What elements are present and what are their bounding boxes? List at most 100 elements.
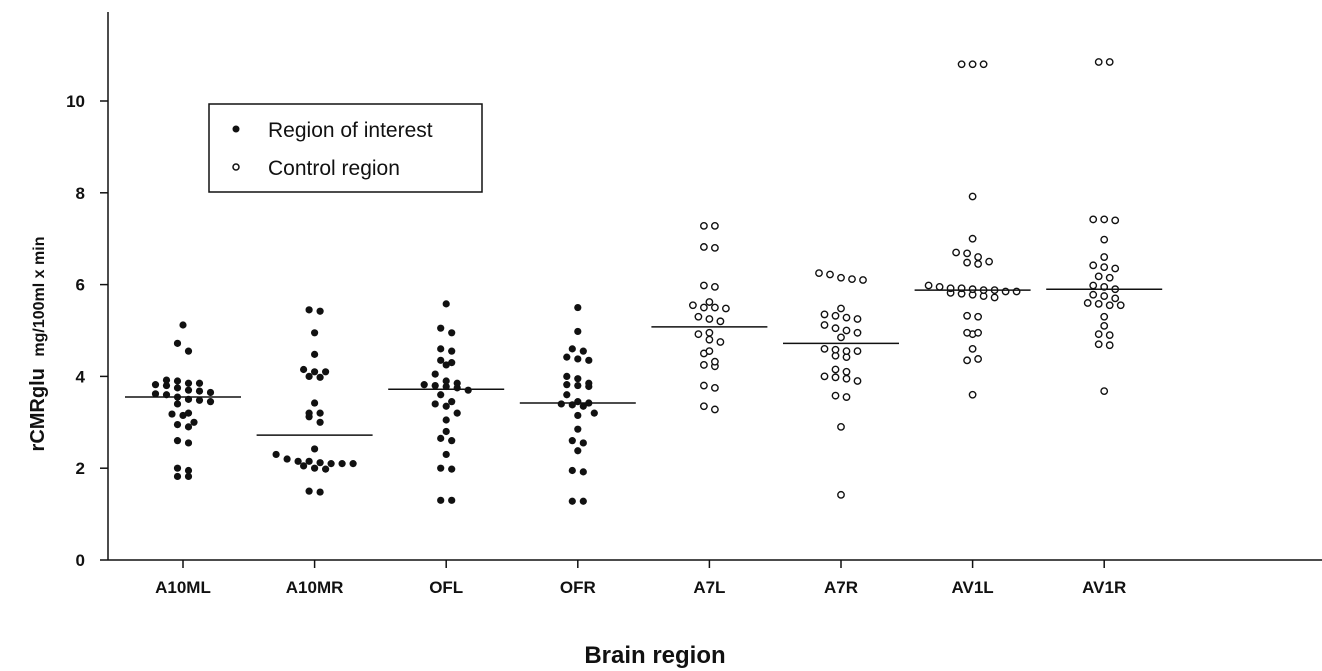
legend-box [208, 103, 483, 193]
data-point-filled [316, 373, 324, 381]
data-point-open [700, 381, 708, 390]
data-point-filled [190, 418, 198, 426]
data-marks [125, 58, 1163, 505]
data-point-open [968, 285, 977, 294]
data-point-open [722, 304, 730, 313]
data-point-filled [272, 450, 280, 459]
group-a7r [783, 269, 899, 499]
data-point-open [853, 328, 862, 337]
data-point-open [968, 234, 977, 243]
data-point-filled [437, 345, 445, 353]
data-point-open [924, 281, 933, 290]
data-point-filled [173, 437, 182, 445]
data-point-open [700, 361, 708, 369]
data-point-filled [437, 356, 445, 364]
data-point-filled [448, 347, 456, 355]
data-point-filled [574, 447, 582, 455]
data-point-filled [579, 439, 587, 447]
data-point-open [1100, 253, 1109, 261]
data-point-filled [563, 391, 571, 399]
data-point-open [853, 377, 862, 385]
data-point-open [974, 253, 982, 261]
data-point-filled [311, 445, 319, 453]
data-point-open [935, 282, 944, 291]
data-point-filled [349, 460, 357, 468]
data-point-filled [305, 457, 313, 465]
data-point-open [820, 321, 829, 329]
data-point-filled [162, 381, 171, 390]
data-point-filled [448, 437, 456, 445]
data-point-open [837, 304, 845, 313]
data-point-open [1105, 301, 1114, 310]
data-point-filled [568, 437, 576, 445]
data-point-open [705, 328, 714, 337]
data-point-open [842, 367, 851, 376]
data-point-filled [179, 321, 187, 329]
data-point-filled [585, 379, 593, 387]
data-point-open [831, 391, 840, 400]
data-point-open [842, 326, 851, 335]
data-point-open [1105, 273, 1114, 282]
data-point-filled [563, 353, 571, 361]
x-tick-label: OFR [560, 578, 596, 597]
data-point-filled [448, 359, 456, 367]
data-point-open [711, 405, 719, 414]
data-point-open [1100, 235, 1109, 244]
data-point-filled [431, 370, 439, 378]
data-point-open [1100, 387, 1109, 395]
data-point-open [700, 243, 708, 251]
data-point-open [705, 335, 714, 344]
data-point-filled [442, 382, 450, 391]
y-axis-title-main: rCMRglu [27, 368, 49, 451]
data-point-open [842, 347, 851, 356]
data-point-filled [305, 409, 313, 417]
data-point-open [842, 374, 851, 383]
data-point-open [694, 330, 703, 339]
data-point-filled [311, 368, 319, 376]
axes: 0 2 4 6 8 10 A10ML A10MR OFL OFR A7L A7R AV1L AV1R [66, 12, 1322, 597]
data-point-filled [437, 324, 445, 332]
data-point-open [831, 373, 840, 382]
data-point-open [711, 221, 719, 230]
data-point-open [831, 324, 840, 333]
data-point-open [815, 269, 823, 278]
data-point-filled [184, 472, 193, 481]
data-point-filled [437, 391, 445, 399]
data-point-filled [173, 377, 182, 385]
group-a10ml [125, 321, 241, 481]
data-point-filled [585, 356, 593, 364]
data-point-open [1100, 263, 1109, 272]
data-point-open [826, 270, 834, 279]
data-point-filled [442, 450, 450, 459]
data-point-filled [568, 345, 576, 353]
data-point-filled [305, 487, 313, 495]
legend: Region of interest Control region [208, 103, 483, 193]
data-point-filled [563, 372, 571, 380]
data-point-filled [579, 468, 587, 476]
x-tick-label: AV1L [951, 578, 993, 597]
data-point-filled [184, 409, 193, 417]
x-axis-title: Brain region [584, 642, 725, 669]
x-tick-label: A7L [693, 578, 725, 597]
data-point-filled [574, 411, 582, 420]
data-point-open [974, 328, 982, 337]
data-point-filled [168, 410, 176, 418]
data-point-open [1001, 287, 1010, 296]
data-point-open [1105, 58, 1114, 66]
data-point-open [859, 276, 867, 284]
data-point-open [974, 312, 982, 321]
data-point-open [1111, 264, 1120, 273]
data-point-open [979, 60, 988, 69]
y-tick-label: 2 [76, 459, 85, 478]
data-point-filled [294, 457, 302, 465]
data-point-open [963, 356, 971, 365]
data-point-open [831, 345, 840, 354]
data-point-filled [179, 411, 187, 420]
data-point-open [1105, 341, 1114, 350]
data-point-open [716, 317, 725, 326]
x-tick-label: A7R [824, 578, 858, 597]
data-point-open [853, 315, 862, 323]
data-point-open [853, 347, 862, 356]
data-point-filled [431, 400, 439, 408]
data-point-filled [173, 464, 182, 472]
